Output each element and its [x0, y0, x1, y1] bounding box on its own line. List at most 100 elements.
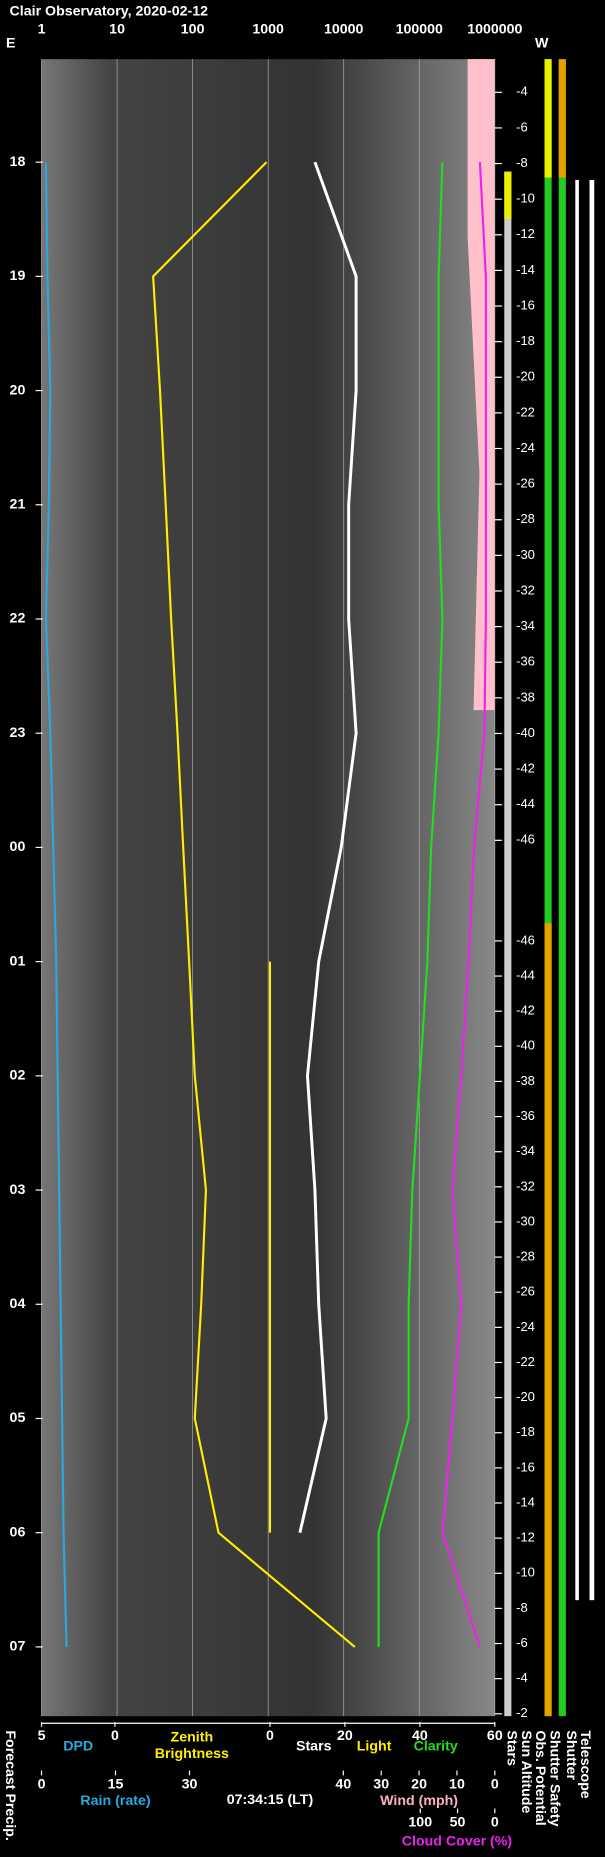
altitude-label: -36: [516, 1108, 535, 1123]
altitude-label: -24: [516, 1319, 535, 1334]
altitude-label: -32: [516, 582, 535, 597]
tick-label: 1000: [252, 21, 284, 37]
side-label: Stars: [504, 1730, 520, 1766]
y-tick-label: 07: [10, 1639, 26, 1655]
y-tick-label: 04: [10, 1296, 26, 1312]
legend-label: Stars: [296, 1739, 332, 1755]
left-header: E: [6, 36, 15, 52]
altitude-label: -16: [516, 297, 535, 312]
tick-label: 60: [487, 1728, 503, 1744]
tick-label: 40: [335, 1777, 351, 1793]
altitude-label: -8: [516, 1600, 528, 1615]
series-line: [298, 161, 358, 1534]
y-tick-label: 18: [10, 154, 26, 170]
altitude-label: -40: [516, 725, 535, 740]
tick-label: 1: [38, 21, 46, 37]
shutter-safety-top: [558, 59, 566, 178]
altitude-label: -42: [516, 761, 535, 776]
legend-label: Light: [357, 1739, 392, 1755]
altitude-label: -26: [516, 1284, 535, 1299]
altitude-label: -10: [516, 1565, 535, 1580]
altitude-label: -6: [516, 119, 528, 134]
tick-label: 15: [108, 1777, 124, 1793]
time-label: 07:34:15 (LT): [227, 1792, 314, 1808]
y-tick-label: 05: [10, 1410, 26, 1426]
tick-label: 0: [111, 1728, 119, 1744]
obs-potential-morning: [544, 923, 552, 1717]
altitude-label: -2: [516, 1705, 528, 1720]
cloud-region: [467, 59, 495, 711]
side-label: Shutter: [563, 1730, 579, 1780]
altitude-label: -12: [516, 226, 535, 241]
tick-label: 1000000: [467, 21, 522, 37]
y-tick-label: 20: [10, 382, 26, 398]
altitude-label: -16: [516, 1459, 535, 1474]
altitude-label: -22: [516, 1354, 535, 1369]
stars-bar-top: [504, 171, 512, 219]
altitude-label: -6: [516, 1635, 528, 1650]
y-tick-label: 02: [10, 1068, 26, 1084]
tick-label: 40: [412, 1728, 428, 1744]
altitude-label: -28: [516, 1249, 535, 1264]
altitude-label: -44: [516, 796, 535, 811]
side-label: Obs. Potential: [532, 1730, 548, 1825]
y-tick-label: 19: [10, 268, 26, 284]
altitude-label: -18: [516, 1424, 535, 1439]
shutter-safety-bar: [558, 59, 566, 1717]
tick-label: 0: [266, 1728, 274, 1744]
altitude-label: -30: [516, 547, 535, 562]
legend-label: Zenith Brightness: [155, 1729, 229, 1762]
altitude-label: -14: [516, 1494, 535, 1509]
altitude-label: -20: [516, 1389, 535, 1404]
tick-label: 30: [373, 1777, 389, 1793]
series-line: [441, 162, 487, 1648]
right-header: W: [535, 36, 549, 52]
y-tick-label: 03: [10, 1182, 26, 1198]
altitude-label: -38: [516, 1073, 535, 1088]
tick-label: 5: [38, 1728, 46, 1744]
chart-title: Clair Observatory, 2020-02-12: [10, 4, 209, 20]
tick-label: 20: [337, 1728, 353, 1744]
series-line: [44, 162, 68, 1647]
altitude-label: -46: [516, 832, 535, 847]
tick-label: 20: [411, 1777, 427, 1793]
side-label: Telescope: [577, 1730, 593, 1798]
altitude-label: -22: [516, 404, 535, 419]
altitude-label: -40: [516, 1038, 535, 1053]
altitude-label: -34: [516, 1143, 535, 1158]
legend-label: DPD: [63, 1739, 93, 1755]
altitude-label: -12: [516, 1530, 535, 1545]
obs-potential-top: [544, 59, 552, 178]
y-tick-label: 21: [10, 497, 26, 513]
altitude-label: -38: [516, 689, 535, 704]
altitude-label: -28: [516, 511, 535, 526]
side-label: Forecast Precip.: [2, 1730, 18, 1840]
altitude-label: -18: [516, 333, 535, 348]
altitude-label: -26: [516, 476, 535, 491]
altitude-label: -34: [516, 618, 535, 633]
altitude-label: -8: [516, 155, 528, 170]
altitude-label: -24: [516, 440, 535, 455]
side-label: Shutter Safety: [546, 1730, 562, 1826]
series-line: [377, 162, 444, 1647]
legend-label: Clarity: [414, 1739, 458, 1755]
side-label: Sun Altitude: [518, 1730, 534, 1813]
tick-label: 100: [408, 1814, 432, 1830]
altitude-label: -4: [516, 84, 528, 99]
axis-label: Rain (rate): [80, 1793, 150, 1809]
tick-label: 100: [181, 21, 205, 37]
altitude-label: -44: [516, 967, 535, 982]
y-tick-label: 00: [10, 839, 26, 855]
tick-label: 10: [449, 1777, 465, 1793]
y-tick-label: 22: [10, 611, 26, 627]
tick-label: 0: [491, 1814, 499, 1830]
altitude-label: -10: [516, 191, 535, 206]
altitude-label: -20: [516, 369, 535, 384]
obs-potential-bar: [544, 59, 552, 1717]
tick-label: 0: [38, 1777, 46, 1793]
legend-label: Cloud Cover (%): [402, 1833, 513, 1849]
axis-label: Wind (mph): [380, 1793, 458, 1809]
altitude-label: -46: [516, 932, 535, 947]
tick-label: 50: [450, 1814, 466, 1830]
